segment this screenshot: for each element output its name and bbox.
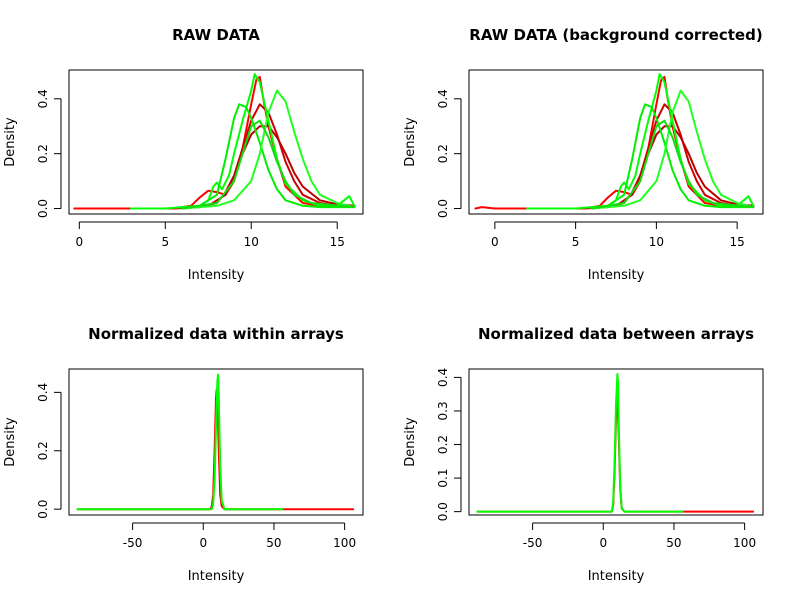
y-tick-label: 0.4 (436, 89, 450, 108)
x-tick-label: 15 (330, 235, 345, 249)
density-curve-6 (181, 89, 356, 210)
x-tick-label: 15 (730, 235, 745, 249)
density-curve-1 (474, 75, 755, 210)
y-tick-label: 0.2 (436, 435, 450, 454)
x-tick-label: 10 (244, 235, 259, 249)
x-tick-label: 50 (266, 536, 281, 550)
x-tick-label: 50 (666, 536, 681, 550)
density-curve-6 (590, 89, 755, 210)
y-tick-label: 0.2 (436, 144, 450, 163)
density-curve-5 (181, 103, 356, 210)
chart-panel-3: Normalized data within arrays Intensity De… (3, 325, 364, 584)
y-tick-label: 0.1 (436, 469, 450, 488)
plot-frame (68, 69, 364, 215)
density-curve-1 (73, 75, 356, 210)
x-tick-label: -50 (523, 536, 543, 550)
chart-title: RAW DATA (172, 26, 260, 44)
density-curve-4 (526, 73, 755, 210)
x-tick-label: 0 (491, 235, 499, 249)
x-tick-label: 0 (75, 235, 83, 249)
chart-panel-4: Normalized data between arrays Intensity D… (403, 325, 764, 584)
x-tick-label: 100 (333, 536, 356, 550)
x-tick-label: 5 (572, 235, 580, 249)
chart-panel-1: RAW DATA Intensity Density 0 5 10 15 0.0 0.2 0.4 (3, 26, 364, 283)
y-axis-label: Density (403, 117, 418, 167)
y-axis-label: Density (3, 417, 18, 467)
x-axis-label: Intensity (588, 569, 645, 584)
x-tick-label: 10 (649, 235, 664, 249)
x-tick-label: 0 (599, 536, 607, 550)
y-tick-label: 0.2 (36, 144, 50, 163)
x-axis-label: Intensity (588, 268, 645, 283)
x-tick-label: 0 (199, 536, 207, 550)
x-axis-label: Intensity (188, 569, 245, 584)
density-curve-4 (129, 73, 356, 210)
density-curve-2 (76, 373, 284, 511)
plot-frame (468, 69, 764, 215)
density-curve-7 (181, 119, 356, 210)
chart-title: Normalized data within arrays (88, 325, 344, 343)
y-tick-label: 0.2 (36, 441, 50, 460)
chart-panel-2: RAW DATA (background corrected) Intensity… (403, 26, 764, 283)
y-axis-label: Density (3, 117, 18, 167)
x-axis-label: Intensity (188, 268, 245, 283)
y-axis-label: Density (403, 417, 418, 467)
y-tick-label: 0.4 (436, 368, 450, 387)
x-tick-label: -50 (123, 536, 143, 550)
y-tick-label: 0.4 (36, 383, 50, 402)
y-tick-label: 0.0 (36, 500, 50, 519)
x-tick-label: 100 (733, 536, 756, 550)
y-tick-label: 0.0 (436, 199, 450, 218)
y-tick-label: 0.3 (436, 401, 450, 420)
x-tick-label: 5 (161, 235, 169, 249)
y-tick-label: 0.4 (36, 89, 50, 108)
y-tick-label: 0.0 (436, 502, 450, 521)
y-tick-label: 0.0 (36, 199, 50, 218)
plot-frame (468, 368, 764, 516)
density-curve-7 (590, 119, 755, 210)
density-curve-2 (476, 373, 684, 513)
density-curve-5 (590, 103, 755, 210)
plot-frame (68, 368, 364, 516)
chart-title: RAW DATA (background corrected) (469, 26, 762, 44)
chart-title: Normalized data between arrays (478, 325, 754, 343)
